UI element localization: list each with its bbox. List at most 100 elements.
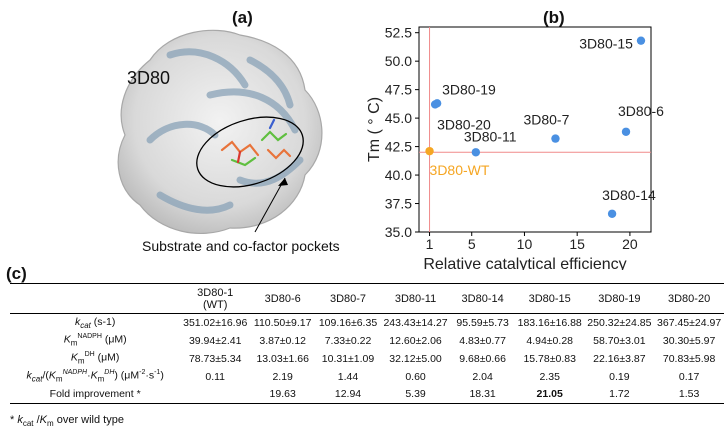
table-cell: 0.11 xyxy=(205,370,226,383)
column-header: 3D80-14 xyxy=(461,292,504,305)
x-axis-label: Relative catalytical efficiency xyxy=(423,256,626,270)
table-cell: 4.94±0.28 xyxy=(526,334,573,347)
column-header: 3D80-6 xyxy=(264,292,301,305)
data-point xyxy=(430,100,440,109)
y-tick-label: 45.0 xyxy=(385,110,412,126)
table-cell: 109.16±6.35 xyxy=(318,316,378,329)
table-corner xyxy=(10,284,180,314)
table-cell: 2.35 xyxy=(539,370,560,383)
table-cell: 21.05 xyxy=(536,388,563,401)
panel-label-c: (c) xyxy=(6,264,27,283)
table-cell: 58.70±3.01 xyxy=(593,334,646,347)
data-point xyxy=(425,146,434,156)
table-cell: 39.94±2.41 xyxy=(188,334,242,347)
column-header: 3D80-15 xyxy=(528,292,571,305)
table-cell: 110.50±9.17 xyxy=(253,316,312,329)
kinetics-table: 3D80-1 (WT) 3D80-6 3D80-7 3D80-11 3D80-14… xyxy=(10,283,724,404)
table-header-row: 3D80-1 (WT) 3D80-6 3D80-7 3D80-11 3D80-14… xyxy=(10,283,724,314)
data-point xyxy=(607,209,617,218)
table-cell: 250.32±24.85 xyxy=(587,316,652,329)
table-cell: 0.60 xyxy=(405,370,426,383)
column-header: 3D80-19 xyxy=(598,292,641,305)
point-label: 3D80-7 xyxy=(523,112,569,128)
table-cell: 78.73±5.34 xyxy=(188,352,242,365)
table-cell: 5.39 xyxy=(405,388,426,401)
table-cell: 2.04 xyxy=(472,370,493,383)
pocket-ellipse xyxy=(196,116,304,188)
table-cell: 2.19 xyxy=(272,370,293,383)
protein-structure-illustration xyxy=(117,29,323,234)
column-header: 3D80-7 xyxy=(329,292,367,305)
row-label: kcat (s-1) xyxy=(74,315,116,330)
table-cell xyxy=(180,386,250,404)
panel-label-a: (a) xyxy=(232,8,253,27)
table-cell: 367.45±24.97 xyxy=(657,316,722,329)
table-cell: 1.53 xyxy=(678,388,700,401)
y-tick-label: 50.0 xyxy=(385,53,412,69)
pocket-arrowhead xyxy=(278,178,288,186)
x-tick-label: 10 xyxy=(517,236,533,252)
column-header: 3D80-1 (WT) xyxy=(180,284,250,314)
table-row: KmNADPH (μM) 39.94±2.41 3.87±0.12 7.33±0.22… xyxy=(10,332,724,350)
y-tick-label: 35.0 xyxy=(385,224,412,240)
x-tick-label: 1 xyxy=(426,236,434,252)
point-label: 3D80-11 xyxy=(464,128,517,144)
table-cell: 3.87±0.12 xyxy=(259,334,306,347)
plot-frame xyxy=(418,26,652,233)
table-cell: 30.30±5.97 xyxy=(662,334,716,347)
row-label: KmNADPH (μM) xyxy=(63,333,127,348)
y-axis-label: Tm ( ° C) xyxy=(366,97,383,162)
table-cell: 243.43±14.27 xyxy=(383,316,448,329)
y-tick-label: 52.5 xyxy=(385,25,412,41)
table-cell: 1.72 xyxy=(609,388,630,401)
table-footnote: * kcat /Km over wild type xyxy=(10,414,124,429)
x-tick-label: 20 xyxy=(622,236,638,252)
data-point xyxy=(621,127,631,136)
table-cell: 19.63 xyxy=(269,388,296,401)
table-cell: 183.16±16.88 xyxy=(517,316,582,329)
data-point xyxy=(471,148,481,157)
point-label: 3D80-14 xyxy=(602,187,656,203)
data-point xyxy=(636,36,646,45)
protein-ribbons xyxy=(146,48,304,214)
table-cell: 12.94 xyxy=(334,388,362,401)
table-cell: 0.19 xyxy=(609,370,630,383)
x-tick-label: 15 xyxy=(569,236,585,252)
table-cell: 95.59±5.73 xyxy=(456,316,509,329)
table-cell: 12.60±2.06 xyxy=(389,334,442,347)
table-cell: 1.44 xyxy=(337,370,359,383)
table-cell: 9.68±0.66 xyxy=(459,352,506,365)
table-cell: 4.83±0.77 xyxy=(459,334,506,347)
table-cell: 13.03±1.66 xyxy=(256,352,309,365)
table-row: Fold improvement * 19.63 12.94 5.39 18.31 21.… xyxy=(10,386,724,404)
y-tick-label: 40.0 xyxy=(385,167,412,183)
row-label: Fold improvement * xyxy=(49,388,141,401)
point-label: 3D80-6 xyxy=(618,103,664,119)
pocket-arrow xyxy=(254,177,286,233)
y-tick-label: 37.5 xyxy=(385,196,412,212)
table-row: KmDH (μM) 78.73±5.34 13.03±1.66 10.31±1.09 3… xyxy=(10,350,724,368)
table-row: kcat (s-1) 351.02±16.96 110.50±9.17 109.16±… xyxy=(10,314,724,332)
row-label: kcat/(KmNADPH·KmDH) (μM-2·s-1) xyxy=(26,369,164,384)
y-tick-label: 47.5 xyxy=(385,82,412,98)
point-label: 3D80-WT xyxy=(430,162,490,178)
table-cell: 18.31 xyxy=(469,388,496,401)
scatter-chart: 1 5 10 15 2035.037.540.042.545.047.550.052.5… xyxy=(366,25,664,270)
table-cell: 32.12±5.00 xyxy=(389,352,442,365)
table-cell: 7.33±0.22 xyxy=(324,334,372,347)
column-header: 3D80-11 xyxy=(394,292,437,305)
row-label: KmDH (μM) xyxy=(70,351,120,366)
table-row: kcat/(KmNADPH·KmDH) (μM-2·s-1) 0.11 2.19 1.… xyxy=(10,368,724,386)
table-cell: 22.16±3.87 xyxy=(593,352,646,365)
pocket-caption: Substrate and co-factor pockets xyxy=(142,238,340,254)
panel-label-b: (b) xyxy=(543,8,565,27)
point-label: 3D80-15 xyxy=(579,36,633,52)
column-header: 3D80-20 xyxy=(668,292,711,305)
table-cell: 0.17 xyxy=(678,370,700,383)
point-label: 3D80-20 xyxy=(437,116,491,132)
table-cell: 351.02±16.96 xyxy=(183,316,248,329)
x-tick-label: 5 xyxy=(468,236,476,252)
data-point xyxy=(551,134,560,143)
point-label: 3D80-19 xyxy=(442,81,496,97)
table-cell: 10.31±1.09 xyxy=(321,352,375,365)
